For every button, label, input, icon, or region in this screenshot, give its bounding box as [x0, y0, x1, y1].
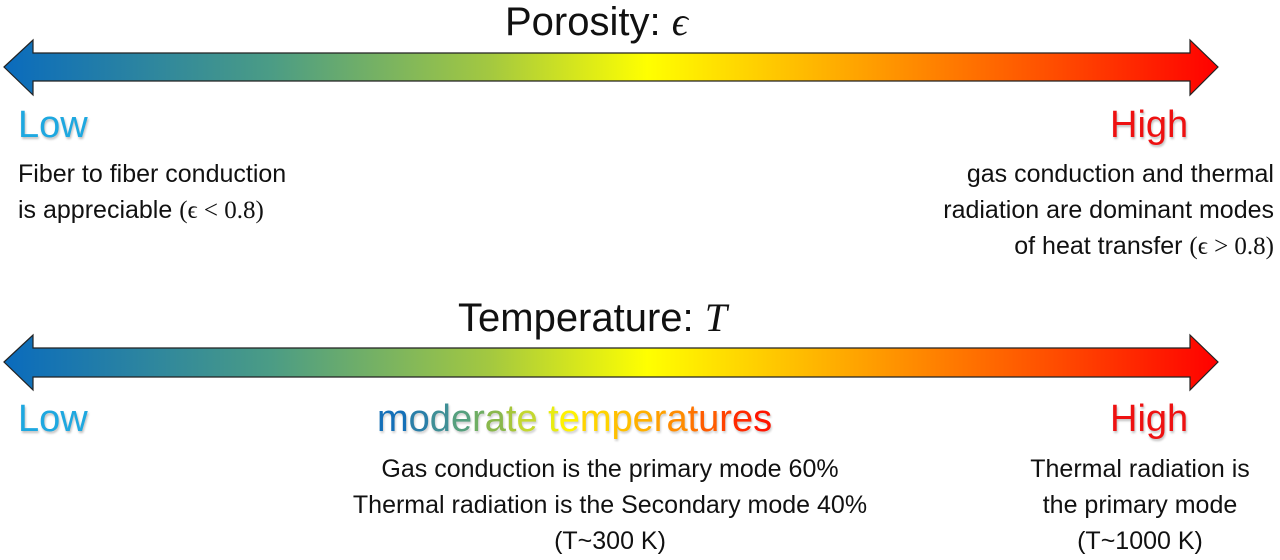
moderate-letter: d [429, 398, 451, 440]
porosity-title: Porosity: ϵ [505, 0, 688, 44]
temperature-double-arrow [3, 333, 1219, 392]
temperature-high-line2: the primary mode [1042, 491, 1238, 519]
moderate-letter: m [377, 398, 409, 440]
temperature-high-label: High [1110, 398, 1189, 440]
moderate-letter: r [472, 398, 485, 440]
moderate-letter: e [450, 398, 473, 440]
porosity-title-text: Porosity: [505, 0, 672, 44]
moderate-letter: e [731, 398, 754, 440]
porosity-high-line1: gas conduction and thermal [966, 160, 1274, 188]
porosity-low-condition: (ϵ < 0.8) [179, 197, 264, 224]
porosity-high-line2: radiation are dominant modes [943, 196, 1274, 224]
moderate-letter [538, 398, 549, 440]
moderate-letter: r [719, 398, 732, 440]
porosity-low-line1: Fiber to fiber conduction [18, 160, 287, 188]
moderate-letter: s [753, 398, 773, 440]
moderate-letter: r [653, 398, 667, 440]
moderate-letter: e [632, 398, 654, 440]
moderate-letter: p [611, 398, 633, 440]
moderate-letter: t [687, 398, 699, 440]
moderate-letter: u [698, 398, 720, 440]
moderate-letter: t [548, 398, 559, 440]
moderate-temperatures-label: moderate temperatures [377, 398, 772, 440]
moderate-letter: t [505, 398, 517, 440]
porosity-low-line2: is appreciable (ϵ < 0.8) [18, 196, 264, 224]
moderate-letter: o [408, 398, 430, 440]
moderate-letter: a [484, 398, 506, 440]
porosity-high-description: gas conduction and thermal radiation are… [943, 156, 1274, 265]
moderate-letter: e [558, 398, 580, 440]
epsilon-symbol: ϵ [671, 0, 688, 44]
temperature-high-description: Thermal radiation is the primary mode (T… [1000, 451, 1280, 559]
temperature-high-line3: (T~1000 K) [1077, 527, 1203, 555]
temperature-low-label: Low [18, 398, 88, 440]
temperature-title-text: Temperature: [458, 296, 705, 340]
porosity-low-label: Low [18, 104, 88, 146]
moderate-line3: (T~300 K) [554, 527, 666, 555]
moderate-line1: Gas conduction is the primary mode 60% [381, 455, 839, 483]
temperature-high-line1: Thermal radiation is [1030, 455, 1250, 483]
porosity-low-description: Fiber to fiber conduction is appreciable… [18, 156, 286, 229]
moderate-line2: Thermal radiation is the Secondary mode … [352, 491, 868, 519]
temperature-title: Temperature: T [458, 295, 728, 341]
moderate-description: Gas conduction is the primary mode 60% T… [280, 451, 940, 559]
moderate-letter: m [579, 398, 612, 440]
porosity-high-label: High [1110, 104, 1189, 146]
porosity-double-arrow [3, 38, 1219, 97]
moderate-letter: a [666, 398, 688, 440]
moderate-letter: e [516, 398, 538, 440]
porosity-high-line3: of heat transfer (ϵ > 0.8) [1014, 232, 1274, 260]
porosity-high-condition: (ϵ > 0.8) [1189, 233, 1274, 260]
t-symbol: T [704, 295, 728, 340]
